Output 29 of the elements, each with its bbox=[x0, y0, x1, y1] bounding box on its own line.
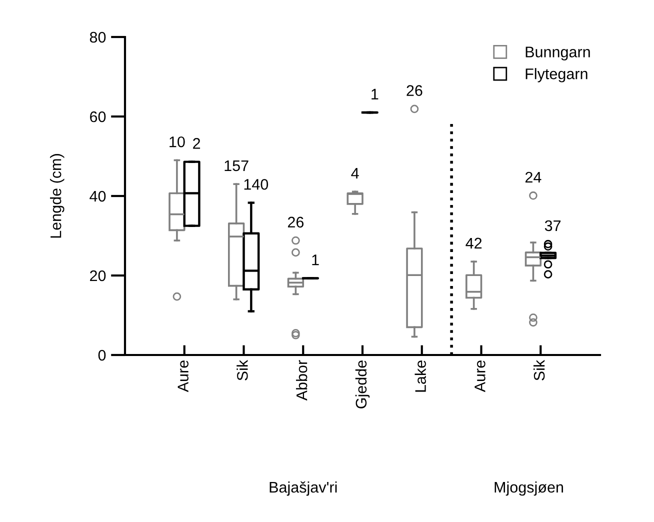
y-tick-label: 80 bbox=[90, 32, 106, 43]
y-tick-label: 60 bbox=[90, 111, 106, 122]
text: 1 bbox=[372, 88, 378, 100]
y-tick-label: 0 bbox=[98, 350, 106, 361]
text: 1 bbox=[312, 254, 319, 266]
x-tick-label: Gjedde bbox=[355, 360, 370, 408]
text: 37 bbox=[544, 220, 561, 232]
x-tick-label: Sik bbox=[534, 360, 545, 380]
x-tick-label: Aure bbox=[178, 360, 188, 392]
text: 4 bbox=[351, 168, 359, 179]
text: 2 bbox=[193, 138, 200, 149]
text: 26 bbox=[406, 85, 422, 96]
y-tick-label: 20 bbox=[90, 270, 106, 282]
text: 26 bbox=[288, 216, 304, 228]
text: 157 bbox=[224, 160, 248, 172]
x-tick-label: Abbor bbox=[296, 360, 308, 401]
text: 24 bbox=[525, 172, 542, 182]
legend-label: Bunngarn bbox=[526, 46, 590, 60]
legend-label: Flytegarn bbox=[526, 68, 588, 82]
x-tick-label: Aure bbox=[474, 360, 486, 392]
x-tick-label: Lake bbox=[414, 360, 426, 392]
text: 140 bbox=[244, 178, 268, 190]
text: Bajašjav'ri bbox=[270, 481, 337, 496]
y-tick-label: 40 bbox=[90, 190, 106, 202]
text: Mjogsjøen bbox=[494, 481, 563, 496]
text: 10 bbox=[170, 136, 185, 148]
y-axis-title: Lengde (cm) bbox=[50, 154, 64, 238]
x-tick-label: Sik bbox=[236, 360, 248, 380]
text: 42 bbox=[466, 238, 482, 248]
